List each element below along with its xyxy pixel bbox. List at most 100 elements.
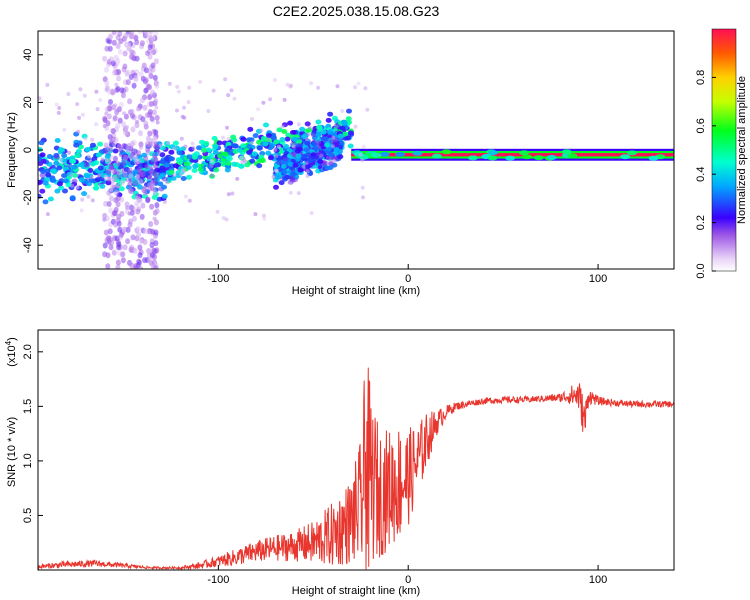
spectrogram-cell: [274, 168, 279, 173]
spectrogram-cell: [276, 127, 283, 133]
spectrogram-cell: [83, 136, 88, 141]
spectrogram-cell: [153, 240, 159, 247]
spectrogram-cell: [175, 108, 179, 113]
spectrogram-cell: [42, 180, 49, 186]
spectrogram-cell: [138, 141, 144, 148]
figure-title: C2E2.2025.038.15.08.G23: [273, 3, 440, 19]
spectrogram-cell: [75, 148, 82, 154]
spectrogram-cell: [39, 188, 46, 194]
spectrogram-cell: [287, 120, 294, 126]
spectrogram-cell: [137, 252, 143, 259]
spectrogram-cell: [247, 126, 254, 132]
spectrogram-cell: [89, 175, 94, 180]
spectrogram-cell: [128, 53, 134, 60]
spectrogram-cell: [81, 191, 88, 197]
spectrogram-cell: [301, 164, 306, 169]
spectrogram-cell: [271, 174, 276, 179]
spectrogram-cell: [317, 159, 324, 165]
spectrogram-cell: [251, 151, 258, 157]
spectrogram-cell: [45, 212, 50, 217]
spectrogram-cell: [226, 136, 231, 141]
colorbar-label: Normalized spectral amplitude: [736, 76, 748, 224]
spectrogram-cell: [107, 146, 113, 153]
spectrogram-cell: [353, 85, 358, 90]
spectrogram-cell: [135, 208, 141, 215]
spectrogram-cell: [395, 152, 405, 157]
spectrogram-cell: [104, 80, 110, 87]
spectrogram-cell: [145, 197, 151, 204]
spectrogram-cell: [487, 155, 498, 161]
y-tick-label: 0.5: [22, 508, 34, 523]
spectrogram-cell: [256, 163, 263, 169]
spectrogram-cell: [533, 155, 544, 161]
spectrogram-cell: [278, 180, 285, 186]
spectrogram-cell: [77, 115, 81, 120]
spectrogram-cell: [90, 142, 96, 148]
colorbar: 0.0 0.2 0.4 0.6 0.8 Normalized spectral ampl…: [695, 28, 748, 279]
spectrogram-cell: [183, 194, 188, 199]
spectrogram-cell: [153, 31, 159, 37]
spectrogram-cell: [129, 108, 135, 115]
spectrogram-cell: [102, 148, 108, 155]
spectrogram-cell: [109, 187, 114, 192]
spectrogram-cell: [186, 100, 191, 105]
spectrogram-cell: [328, 152, 335, 158]
spectrogram-cell: [250, 117, 255, 121]
spectrogram-cell: [119, 87, 125, 94]
spectrogram-cell: [115, 195, 121, 202]
spectrogram-cell: [280, 163, 287, 169]
spectrogram-cell: [116, 75, 121, 82]
spectrogram-cell: [125, 178, 129, 182]
spectrogram-cell: [129, 49, 135, 56]
spectrogram-cell: [90, 198, 95, 203]
spectrogram-cell: [70, 183, 75, 188]
spectrogram-cell: [335, 84, 340, 89]
spectrogram-cell: [172, 146, 177, 151]
spectrogram-cell: [161, 176, 168, 182]
spectrogram-cell: [316, 125, 323, 131]
spectrogram-cell: [121, 226, 127, 233]
spectrogram-cell: [348, 130, 354, 136]
spectrogram-cell: [240, 136, 247, 142]
spectrogram-cell: [116, 241, 122, 248]
spectrogram-cell: [153, 219, 159, 226]
spectrogram-cell: [65, 182, 72, 188]
spectrogram-cell: [53, 160, 60, 166]
spectrogram-cell: [124, 201, 130, 208]
spectrogram-cell: [225, 154, 232, 160]
spectrogram-cell: [121, 157, 127, 164]
spectrogram-cell: [256, 107, 261, 112]
spectrogram-cell: [102, 55, 108, 62]
spectrogram-cell: [127, 211, 132, 216]
spectrogram-cell: [87, 154, 92, 159]
spectrogram-cell: [191, 146, 196, 151]
spectrogram-cell: [106, 113, 112, 120]
spectrogram-cell: [139, 213, 145, 220]
y-tick-label: 1.5: [22, 399, 34, 414]
spectrogram-cell: [38, 179, 43, 185]
spectrogram-cell: [330, 132, 337, 137]
spectrogram-cell: [181, 168, 186, 173]
spectrogram-cell: [331, 159, 336, 164]
spectrogram-cell: [209, 173, 214, 178]
spectrogram-cell: [144, 163, 150, 170]
spectrogram-cell: [213, 167, 220, 173]
spectrogram-cell: [69, 158, 76, 164]
spectrogram-cell: [147, 35, 153, 42]
spectrogram-cell: [107, 228, 113, 235]
spectrogram-cell: [262, 216, 267, 221]
spectrogram-cell: [288, 190, 293, 195]
spectrogram-cell: [123, 33, 129, 39]
spectrogram-cell: [73, 142, 80, 148]
spectrogram-cell: [110, 184, 115, 188]
spectrogram-cell: [143, 228, 149, 235]
spectrogram-cell: [186, 154, 193, 160]
spectrogram-cell: [190, 141, 195, 146]
spectrogram-cell: [176, 150, 183, 156]
spectrogram-cell: [117, 117, 123, 124]
spectrogram-cell: [143, 31, 149, 36]
spectrogram-cell: [290, 152, 297, 157]
spectrogram-cell: [183, 144, 188, 149]
spectrogram-cell: [120, 257, 126, 264]
spectrogram-cell: [106, 168, 111, 175]
